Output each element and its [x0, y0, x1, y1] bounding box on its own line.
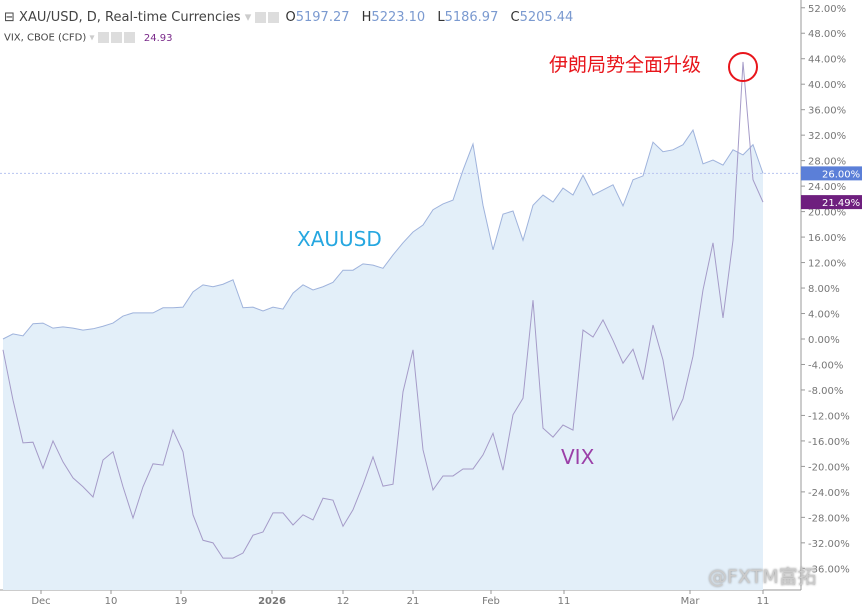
settings-icon[interactable]	[268, 12, 280, 23]
low-value: 5186.97	[444, 10, 499, 25]
x-tick-label: 2026	[258, 596, 286, 607]
open-value: 5197.27	[295, 10, 350, 25]
y-tick-label: 44.00%	[808, 55, 846, 66]
x-tick-label: 19	[175, 596, 188, 607]
y-tick-label: 40.00%	[808, 80, 846, 91]
y-tick-label: -20.00%	[808, 462, 850, 473]
vix-annotation: VIX	[561, 445, 595, 469]
overlay-symbol[interactable]: VIX, CBOE (CFD)	[4, 32, 87, 44]
xauusd-last-badge	[801, 166, 862, 181]
main-symbol[interactable]: XAU/USD, D, Real-time Currencies	[19, 10, 241, 25]
y-tick-label: -4.00%	[808, 360, 843, 371]
overlay-value: 24.93	[143, 32, 173, 44]
close-icon[interactable]	[123, 32, 135, 43]
dropdown-icon[interactable]: ▾	[244, 10, 252, 25]
y-tick-label: 16.00%	[808, 233, 846, 244]
y-tick-label: -36.00%	[808, 564, 850, 575]
y-tick-label: 28.00%	[808, 157, 846, 168]
open-label: O	[285, 10, 296, 25]
collapse-icon[interactable]: ⊟	[4, 10, 15, 25]
vix-line	[2, 61, 764, 559]
y-tick-label: 52.00%	[808, 4, 846, 15]
x-tick-label: Mar	[681, 596, 701, 607]
close-label: C	[510, 10, 520, 25]
y-tick-label: -8.00%	[808, 386, 843, 397]
event-highlight-circle	[728, 52, 758, 82]
x-tick-label: 11	[558, 596, 571, 607]
eye-icon[interactable]	[97, 32, 109, 43]
high-value: 5223.10	[371, 10, 426, 25]
y-tick-label: 36.00%	[808, 106, 846, 117]
xauusd-area	[3, 130, 763, 590]
watermark: @FXTM富拓	[708, 566, 817, 588]
eye-icon[interactable]	[255, 12, 267, 23]
main-legend: ⊟ XAU/USD, D, Real-time Currencies ▾ O51…	[4, 10, 581, 25]
y-tick-label: 0.00%	[808, 335, 840, 346]
y-tick-label: -28.00%	[808, 513, 850, 524]
x-tick-label: Dec	[31, 596, 50, 607]
dropdown-icon[interactable]: ▾	[89, 32, 95, 44]
xauusd-line	[2, 128, 764, 340]
y-tick-label: 32.00%	[808, 131, 846, 142]
y-tick-label: 20.00%	[808, 208, 846, 219]
y-tick-label: 12.00%	[808, 259, 846, 270]
y-tick-label: -12.00%	[808, 411, 850, 422]
y-tick-label: -16.00%	[808, 437, 850, 448]
vix-last-badge-text: 21.49%	[822, 198, 860, 209]
xauusd-last-badge-text: 26.00%	[822, 169, 860, 180]
high-label: H	[361, 10, 372, 25]
y-tick-label: 8.00%	[808, 284, 840, 295]
x-tick-label: 12	[337, 596, 350, 607]
overlay-legend: VIX, CBOE (CFD) ▾ 24.93	[4, 32, 173, 44]
vix-last-badge	[801, 195, 862, 210]
y-tick-label: 48.00%	[808, 29, 846, 40]
y-tick-label: -32.00%	[808, 539, 850, 550]
low-label: L	[437, 10, 445, 25]
event-annotation: 伊朗局势全面升级	[549, 54, 702, 76]
y-tick-label: -24.00%	[808, 488, 850, 499]
xauusd-annotation: XAUUSD	[297, 227, 382, 251]
settings-icon[interactable]	[110, 32, 122, 43]
x-tick-label: 11	[757, 596, 770, 607]
x-tick-label: Feb	[482, 596, 500, 607]
close-value: 5205.44	[519, 10, 574, 25]
x-tick-label: 21	[407, 596, 420, 607]
x-tick-label: 10	[105, 596, 118, 607]
y-tick-label: 24.00%	[808, 182, 846, 193]
y-tick-label: 4.00%	[808, 310, 840, 321]
